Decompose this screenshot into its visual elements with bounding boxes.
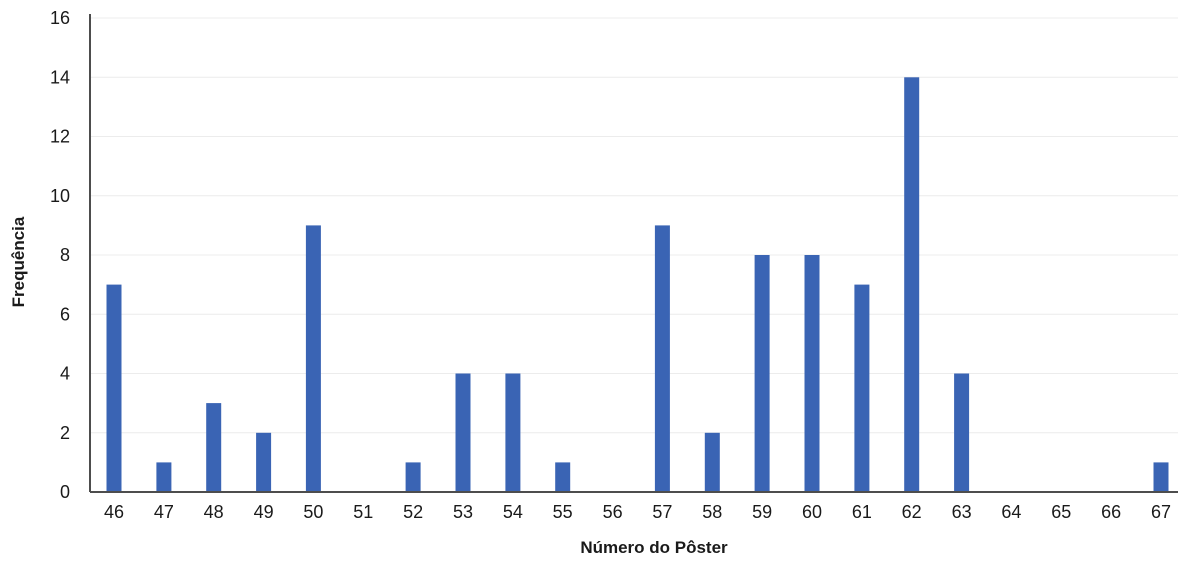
bars-layer [106, 77, 1169, 493]
bar-48 [206, 403, 222, 492]
bar-54 [505, 373, 521, 492]
y-tick-label-14: 14 [50, 67, 70, 87]
y-tick-labels: 0 2 4 6 8 10 12 14 16 [50, 8, 70, 502]
bar-63 [954, 373, 970, 492]
axes-layer [89, 14, 1178, 493]
x-tick-label-64: 64 [1001, 502, 1021, 522]
y-tick-label-12: 12 [50, 127, 70, 147]
x-tick-label-47: 47 [154, 502, 174, 522]
x-tick-label-63: 63 [952, 502, 972, 522]
x-tick-label-61: 61 [852, 502, 872, 522]
x-tick-label-56: 56 [603, 502, 623, 522]
x-tick-label-50: 50 [303, 502, 323, 522]
bar-53 [455, 373, 471, 492]
x-tick-label-48: 48 [204, 502, 224, 522]
x-tick-label-67: 67 [1151, 502, 1171, 522]
bar-58 [704, 432, 720, 493]
x-tick-label-49: 49 [254, 502, 274, 522]
y-tick-label-4: 4 [60, 364, 70, 384]
x-tick-label-59: 59 [752, 502, 772, 522]
x-tick-label-62: 62 [902, 502, 922, 522]
x-tick-label-65: 65 [1051, 502, 1071, 522]
x-tick-labels: 46 47 48 49 50 51 52 53 54 55 56 57 58 59 60 61 62 63 64 65… [104, 502, 1171, 522]
bar-62 [904, 77, 920, 493]
x-tick-label-46: 46 [104, 502, 124, 522]
x-tick-label-54: 54 [503, 502, 523, 522]
bar-59 [754, 255, 770, 492]
y-tick-label-10: 10 [50, 186, 70, 206]
y-axis-title: Frequência [9, 216, 28, 307]
bar-46 [106, 284, 122, 492]
y-tick-label-6: 6 [60, 304, 70, 324]
bar-47 [156, 462, 172, 492]
x-tick-label-58: 58 [702, 502, 722, 522]
x-axis-title: Número do Pôster [580, 538, 728, 557]
bar-52 [405, 462, 421, 492]
x-tick-label-51: 51 [353, 502, 373, 522]
x-tick-label-53: 53 [453, 502, 473, 522]
bar-61 [854, 284, 870, 492]
x-tick-label-52: 52 [403, 502, 423, 522]
x-tick-label-57: 57 [652, 502, 672, 522]
y-tick-label-2: 2 [60, 423, 70, 443]
bar-55 [555, 462, 571, 492]
bar-57 [654, 225, 670, 492]
x-tick-label-55: 55 [553, 502, 573, 522]
y-tick-label-8: 8 [60, 245, 70, 265]
y-tick-label-16: 16 [50, 8, 70, 28]
bar-49 [256, 432, 272, 493]
x-tick-label-60: 60 [802, 502, 822, 522]
grid-layer [90, 17, 1178, 434]
bar-50 [305, 225, 321, 492]
x-tick-label-66: 66 [1101, 502, 1121, 522]
bar-67 [1153, 462, 1169, 492]
y-tick-label-0: 0 [60, 482, 70, 502]
bar-60 [804, 255, 820, 492]
